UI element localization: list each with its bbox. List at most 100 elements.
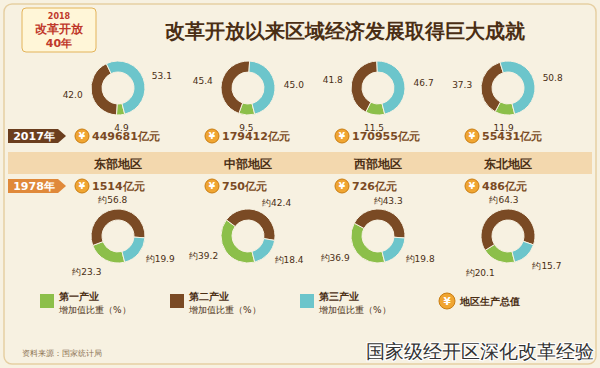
region-label: 西部地区 xyxy=(353,157,402,171)
data-label: 约15.7 xyxy=(532,261,561,271)
coin-circle xyxy=(335,179,349,193)
badge-box xyxy=(22,8,96,52)
donut: 约39.2 约42.4 约18.4 xyxy=(189,198,304,265)
watermark: 国家级经开区深化改革经验 xyxy=(366,340,594,362)
slice xyxy=(252,239,275,263)
badge-text: 改革开放 xyxy=(35,22,84,36)
data-label: 约20.1 xyxy=(466,268,495,278)
data-label: 46.7 xyxy=(414,78,434,88)
data-label: 50.8 xyxy=(543,73,563,83)
gdp-label: 170955亿元 xyxy=(352,130,420,143)
legend-item: 第一产业增加值比重（%） xyxy=(40,291,131,315)
legend-sublabel: 增加值比重（%） xyxy=(188,305,261,315)
coin: ¥ xyxy=(75,179,89,193)
slice xyxy=(249,61,275,114)
legend-label: 第一产业 xyxy=(58,291,99,302)
coin-symbol: ¥ xyxy=(339,131,346,141)
slice xyxy=(382,237,405,262)
data-label: 4.9 xyxy=(114,123,129,133)
coin: ¥ xyxy=(335,179,349,193)
data-label: 约18.4 xyxy=(275,255,304,265)
data-label: 约56.8 xyxy=(98,195,127,205)
background xyxy=(0,0,600,368)
coin-circle xyxy=(335,129,349,143)
legend-label: 地区生产总值 xyxy=(459,296,520,307)
slice xyxy=(93,242,125,263)
data-label: 45.0 xyxy=(284,80,304,90)
coin-circle xyxy=(205,179,219,193)
data-label: 约23.3 xyxy=(72,267,101,277)
donut-slices xyxy=(481,61,535,115)
donut: 约20.1 约64.3 约15.7 xyxy=(466,195,562,278)
region-label: 东部地区 xyxy=(93,157,142,171)
data-label: 45.4 xyxy=(193,76,213,86)
donut-slices xyxy=(351,209,405,263)
data-label: 约36.9 xyxy=(321,253,350,263)
slice xyxy=(226,209,275,240)
data-label: 11.9 xyxy=(494,123,514,133)
badge: 2018改革开放40年 xyxy=(22,8,96,52)
gdp-label: 486亿元 xyxy=(482,180,527,193)
coin-symbol: ¥ xyxy=(339,181,346,191)
coin: ¥ xyxy=(205,129,219,143)
donut: 约23.3 约56.8 约19.9 xyxy=(72,195,175,277)
coin-symbol: ¥ xyxy=(469,181,476,191)
data-label: 约19.8 xyxy=(406,254,435,264)
coin-circle xyxy=(205,129,219,143)
slice xyxy=(122,237,145,262)
badge-text: 2018 xyxy=(48,12,71,21)
donut: 4.9 42.0 53.1 xyxy=(63,61,172,133)
slice xyxy=(481,62,503,112)
data-label: 11.5 xyxy=(364,123,384,133)
legend-swatch xyxy=(170,294,184,308)
data-label: 37.3 xyxy=(452,79,472,89)
donut: 11.5 41.8 46.7 xyxy=(323,61,434,133)
slice xyxy=(351,223,385,263)
coin: ¥ xyxy=(465,179,479,193)
coin: ¥ xyxy=(439,293,455,309)
coin-symbol: ¥ xyxy=(209,131,216,141)
gdp-label: 726亿元 xyxy=(352,180,397,193)
legend-item: 第二产业增加值比重（%） xyxy=(170,291,261,315)
coin-symbol: ¥ xyxy=(469,131,476,141)
slice xyxy=(221,220,255,263)
legend-swatch xyxy=(40,294,54,308)
coin: ¥ xyxy=(75,129,89,143)
data-label: 9.5 xyxy=(239,123,253,133)
data-label: 约64.3 xyxy=(489,195,518,205)
donut: 11.9 37.3 50.8 xyxy=(452,61,563,133)
region-band xyxy=(8,152,592,174)
donut: 约36.9 约43.3 约19.8 xyxy=(321,196,435,264)
year-tag xyxy=(8,179,66,193)
coin-circle xyxy=(465,129,479,143)
coin-symbol: ¥ xyxy=(79,131,86,141)
year-label: 1978年 xyxy=(13,180,55,193)
title: 改革开放以来区域经济发展取得巨大成就 xyxy=(165,19,525,43)
data-label: 约19.9 xyxy=(146,254,175,264)
data-label: 约43.3 xyxy=(374,196,403,206)
slice xyxy=(221,61,250,113)
donut-slices xyxy=(481,209,535,263)
coin: ¥ xyxy=(465,129,479,143)
slice xyxy=(106,61,145,114)
legend-sublabel: 增加值比重（%） xyxy=(58,305,131,315)
data-label: 约42.4 xyxy=(262,198,291,208)
data-label: 42.0 xyxy=(63,90,83,100)
coin-circle xyxy=(75,179,89,193)
coin-circle xyxy=(465,179,479,193)
data-label: 53.1 xyxy=(152,71,172,81)
coin-symbol: ¥ xyxy=(209,181,216,191)
gdp-label: 1514亿元 xyxy=(92,180,145,193)
data-label: 约39.2 xyxy=(189,251,218,261)
legend-label: 第三产业 xyxy=(318,291,359,302)
source: 资料来源：国家统计局 xyxy=(22,349,102,358)
badge-text: 40年 xyxy=(46,37,72,50)
gdp-label: 179412亿元 xyxy=(222,130,290,143)
legend-item: 第三产业增加值比重（%） xyxy=(300,291,391,315)
slice xyxy=(354,209,405,238)
slice xyxy=(351,61,377,112)
coin: ¥ xyxy=(335,129,349,143)
data-label: 41.8 xyxy=(323,75,343,85)
year-tag xyxy=(8,129,66,143)
coin-circle xyxy=(75,129,89,143)
